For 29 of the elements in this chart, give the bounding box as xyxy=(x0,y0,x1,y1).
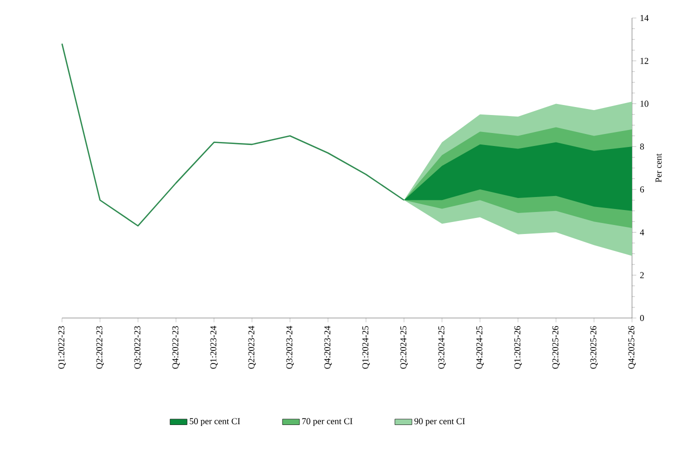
x-tick-label: Q1:2022-23 xyxy=(58,326,66,369)
y-tick-label: 10 xyxy=(640,100,648,107)
y-tick-label: 6 xyxy=(640,186,644,192)
x-tick-label: Q1:2024-25 xyxy=(362,326,370,369)
y-tick-label: 4 xyxy=(640,229,644,236)
y-axis-title: Per cent xyxy=(656,153,662,182)
x-tick-label: Q1:2025-26 xyxy=(514,326,522,369)
y-tick-label: 2 xyxy=(640,272,644,278)
line-series xyxy=(61,43,405,227)
x-tick-label: Q4:2024-25 xyxy=(476,326,484,369)
x-tick-label: Q4:2022-23 xyxy=(172,326,180,369)
x-tick-label: Q2:2025-26 xyxy=(552,326,560,369)
y-tick-label: 12 xyxy=(640,58,648,64)
legend-label: 90 per cent CI xyxy=(414,418,465,426)
legend-label: 70 per cent CI xyxy=(302,418,352,426)
x-tick-label: Q3:2022-23 xyxy=(134,326,142,369)
x-tick-label: Q3:2024-25 xyxy=(438,326,446,369)
x-tick-label: Q2:2022-23 xyxy=(96,326,104,369)
x-tick-label: Q4:2023-24 xyxy=(324,326,332,369)
y-tick-label: 14 xyxy=(640,15,649,21)
x-tick-label: Q3:2025-26 xyxy=(590,326,598,369)
x-tick-label: Q1:2023-24 xyxy=(210,326,218,369)
x-tick-label: Q2:2023-24 xyxy=(248,326,256,369)
y-tick-label: 0 xyxy=(640,314,644,322)
x-tick-label: Q4:2025-26 xyxy=(628,326,636,369)
x-tick-label: Q3:2023-24 xyxy=(286,326,294,369)
x-tick-label: Q2:2024-25 xyxy=(400,326,408,369)
legend-label: 50 per cent CI xyxy=(190,418,240,426)
y-tick-label: 8 xyxy=(640,144,644,150)
